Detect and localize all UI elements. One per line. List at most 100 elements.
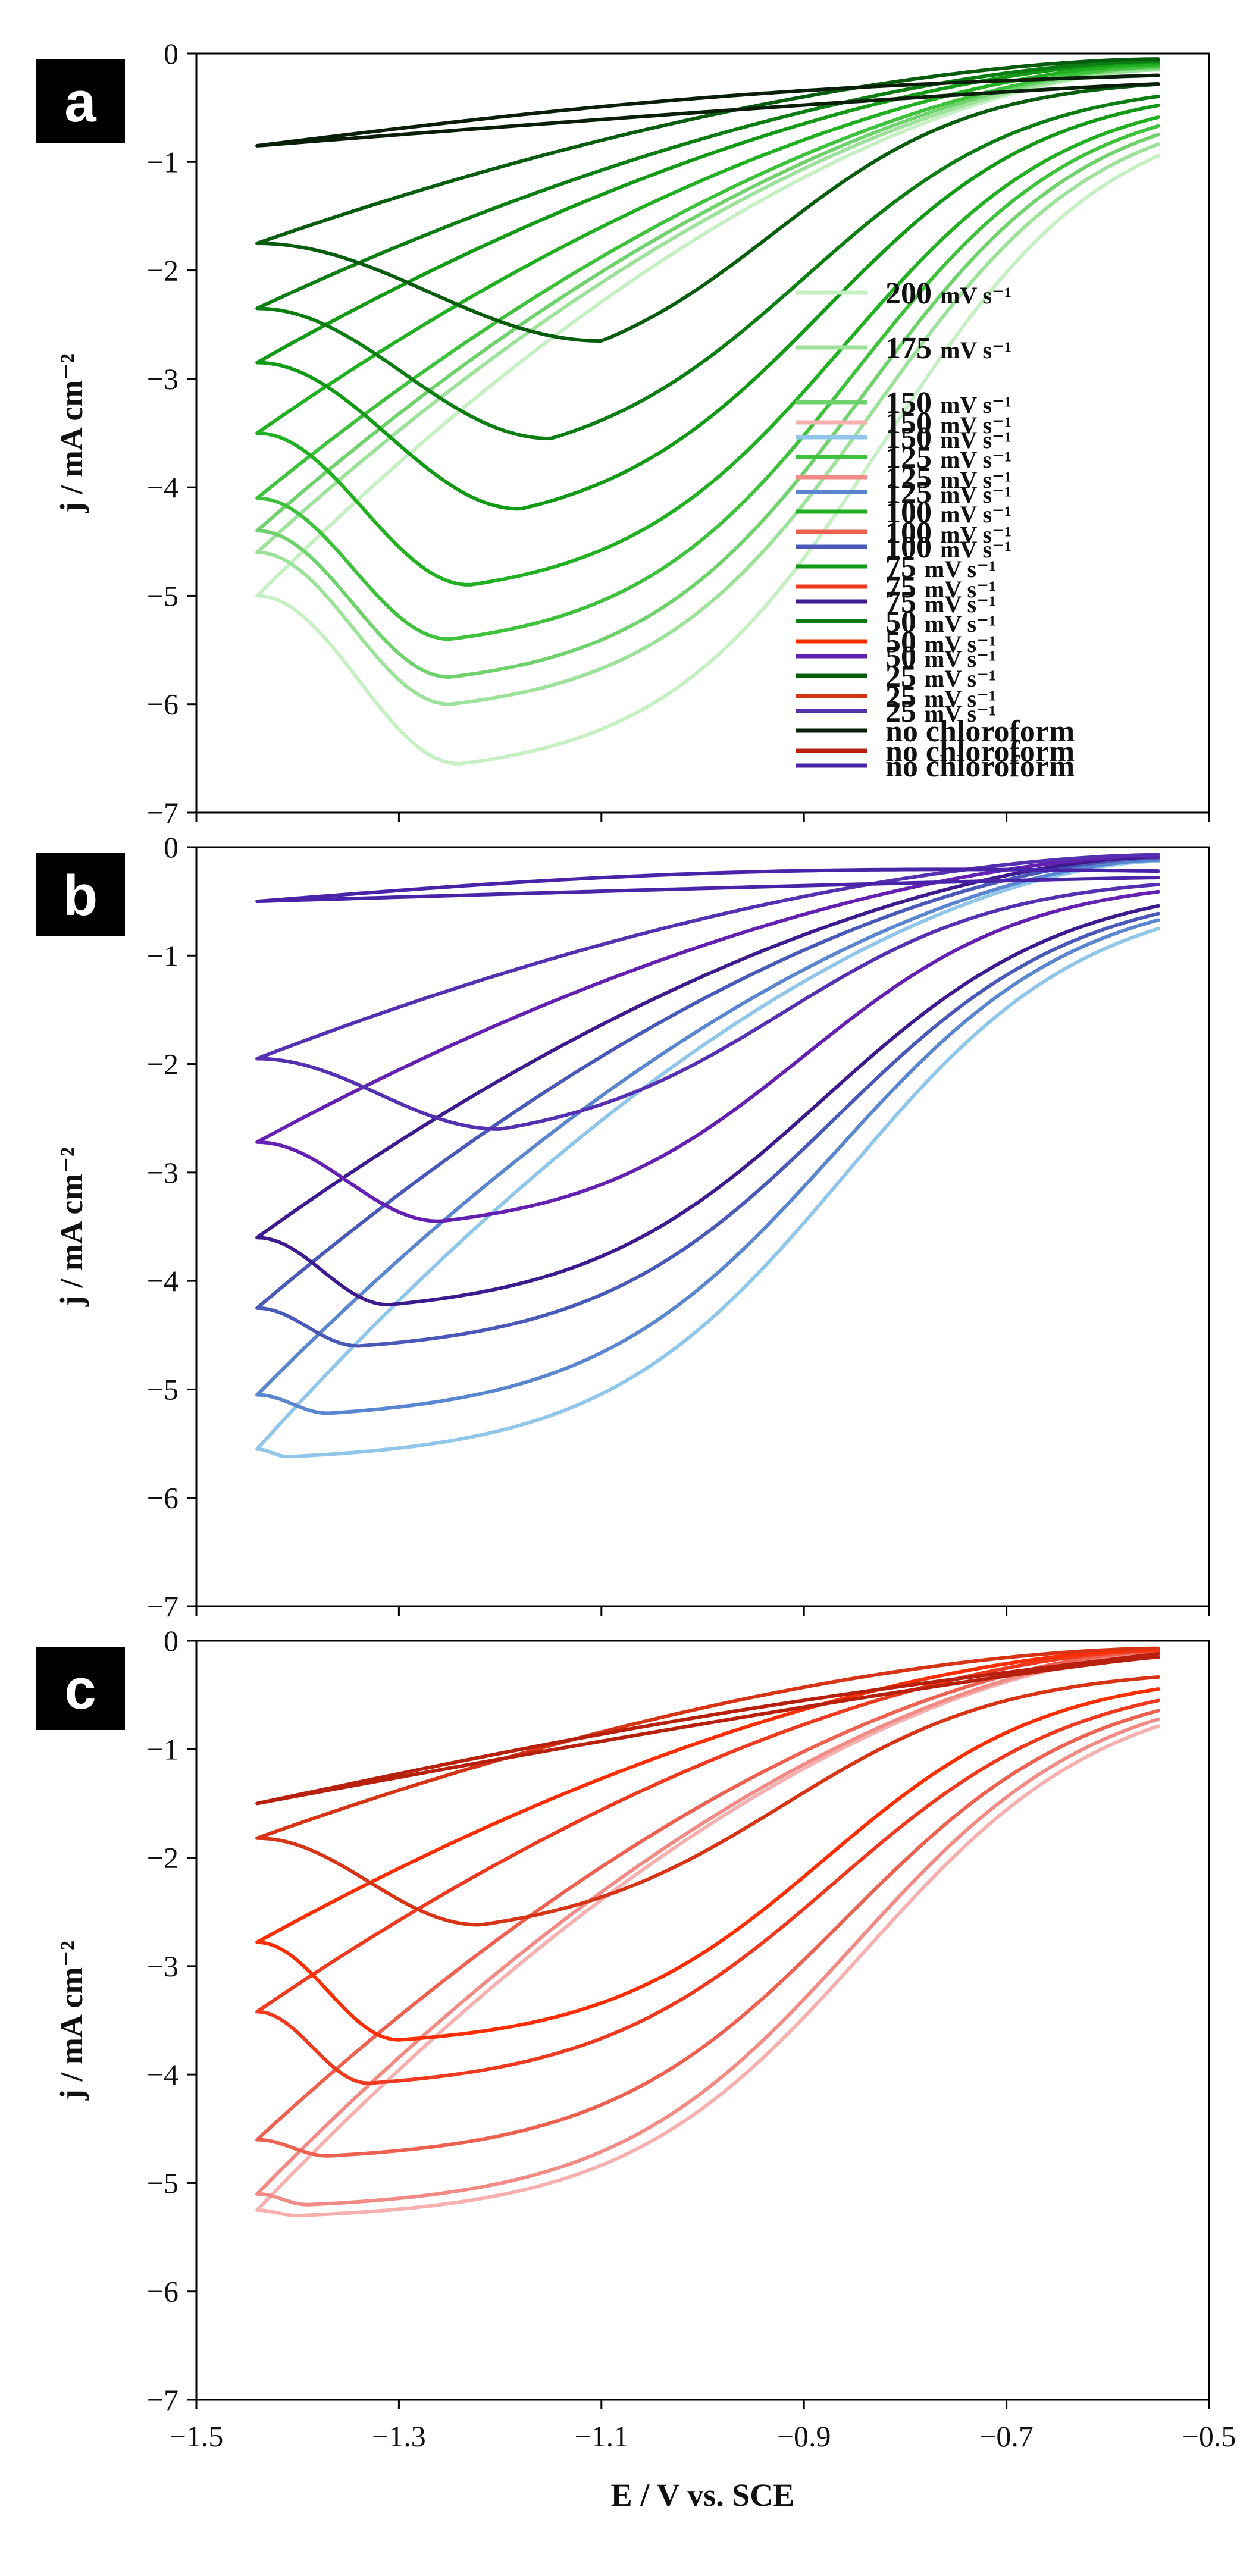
y-tick-label: −3	[147, 1950, 178, 1983]
y-tick-label: 0	[164, 831, 178, 864]
legend-unit: mV s⁻¹	[940, 501, 1011, 528]
y-tick-label: −2	[147, 254, 178, 287]
y-tick-label: −3	[147, 1156, 178, 1189]
y-tick-label: −7	[147, 796, 178, 829]
legend-unit: mV s⁻¹	[925, 700, 996, 727]
series-line-125	[255, 64, 1160, 641]
x-tick-label: −0.9	[777, 2420, 831, 2453]
panel-a: 0 −1 −2 −3 −4 −5 −6 −7 j / mA cm⁻² a 200 mV s⁻¹ 175 m…	[36, 37, 1210, 829]
y-tick-label: −7	[147, 1590, 178, 1623]
y-tick-label: −5	[147, 1372, 178, 1406]
series-line-no-chloroform	[255, 867, 1160, 904]
y-tick-label: 0	[164, 37, 178, 70]
legend-unit: mV s⁻¹	[940, 412, 1011, 438]
x-tick-label: −1.1	[574, 2420, 628, 2453]
legend-label: 125 mV s⁻¹	[885, 461, 1011, 495]
legend-unit: mV s⁻¹	[925, 645, 996, 672]
y-tick-label: −1	[147, 1732, 178, 1766]
plot-frame	[195, 1640, 1210, 2401]
legend-unit: mV s⁻¹	[940, 521, 1011, 548]
plot-frame	[195, 52, 1210, 814]
panel-label: b	[63, 864, 98, 927]
legend-label: 100 mV s⁻¹	[885, 516, 1011, 550]
series-line-no-chloroform	[255, 73, 1160, 148]
panel-label-badge	[36, 853, 125, 936]
panel-label: a	[64, 70, 96, 134]
y-tick-label: −6	[147, 2275, 178, 2308]
legend-unit: mV s⁻¹	[940, 337, 1011, 363]
legend-unit: mV s⁻¹	[940, 466, 1011, 493]
y-tick-label: −6	[147, 1481, 178, 1515]
legend-label: no chloroform	[885, 750, 1075, 784]
y-tick-label: −2	[147, 1048, 178, 1081]
legend-unit: mV s⁻¹	[940, 391, 1011, 418]
series-line-50	[255, 854, 1160, 1223]
legend-unit: mV s⁻¹	[925, 610, 996, 637]
y-tick-label: −6	[147, 688, 178, 721]
y-axis-title: j / mA cm⁻²	[54, 1147, 89, 1307]
legend-label: 75 mV s⁻¹	[885, 585, 996, 619]
series-line-50	[255, 59, 1160, 441]
x-tick-label: −0.7	[979, 2420, 1033, 2453]
series-line-125	[255, 1651, 1160, 2207]
series-line-75	[255, 1649, 1160, 2085]
legend-unit: mV s⁻¹	[940, 427, 1011, 453]
plot-frame	[195, 846, 1210, 1607]
series-line-150	[255, 65, 1160, 679]
y-tick-label: −5	[147, 2166, 178, 2199]
legend-unit: mV s⁻¹	[940, 446, 1011, 473]
legend-unit: mV s⁻¹	[925, 576, 996, 603]
series-group	[255, 57, 1160, 766]
legend-label: 25 mV s⁻¹	[885, 695, 996, 729]
legend-label: 150 mV s⁻¹	[885, 421, 1011, 455]
y-tick-label: 0	[164, 1624, 178, 1657]
x-tick-label: −0.5	[1182, 2420, 1236, 2453]
series-line-25	[255, 853, 1160, 1131]
series-line-no-chloroform	[255, 1651, 1160, 1806]
legend-label: 100 mV s⁻¹	[885, 496, 1011, 529]
legend-label: 50 mV s⁻¹	[885, 605, 996, 639]
series-line-125	[255, 858, 1160, 1415]
legend-unit: mV s⁻¹	[925, 591, 996, 618]
y-tick-label: −5	[147, 579, 178, 612]
y-tick-label: −4	[147, 2058, 178, 2091]
y-tick-label: −2	[147, 1841, 178, 1875]
legend-label: 75 mV s⁻¹	[885, 571, 996, 604]
legend-unit: mV s⁻¹	[940, 481, 1011, 508]
series-line-100	[255, 62, 1160, 587]
legend-unit: mV s⁻¹	[925, 685, 996, 712]
legend-label: 75 mV s⁻¹	[885, 550, 996, 584]
series-group	[255, 853, 1160, 1459]
legend-label: 125 mV s⁻¹	[885, 441, 1011, 475]
series-group	[255, 1646, 1160, 2218]
series-line-100	[255, 1650, 1160, 2158]
series-line-150	[255, 859, 1160, 1459]
series-line-150	[255, 1653, 1160, 2218]
legend-unit: mV s⁻¹	[925, 665, 996, 692]
legend-unit: mV s⁻¹	[925, 631, 996, 657]
series-line-25	[255, 1646, 1160, 1927]
panel-label-badge	[36, 1647, 125, 1730]
y-tick-label: −1	[147, 939, 178, 972]
series-line-100	[255, 856, 1160, 1348]
legend-label: no chloroform	[885, 714, 1075, 748]
legend-unit: mV s⁻¹	[940, 536, 1011, 563]
legend-label: no chloroform	[885, 735, 1075, 769]
legend-label: 150 mV s⁻¹	[885, 386, 1011, 420]
panel-label: c	[64, 1657, 96, 1721]
legend-label: 25 mV s⁻¹	[885, 680, 996, 714]
x-tick-label: −1.5	[170, 2420, 224, 2453]
series-line-75	[255, 855, 1160, 1307]
y-axis-title: j / mA cm⁻²	[54, 1941, 89, 2101]
series-line-75	[255, 60, 1160, 511]
y-tick-label: −1	[147, 145, 178, 178]
legend-label: 150 mV s⁻¹	[885, 406, 1011, 440]
y-tick-label: −3	[147, 362, 178, 396]
y-tick-label: −4	[147, 1264, 178, 1298]
series-line-50	[255, 1647, 1160, 2042]
y-tick-label: −4	[147, 471, 178, 504]
